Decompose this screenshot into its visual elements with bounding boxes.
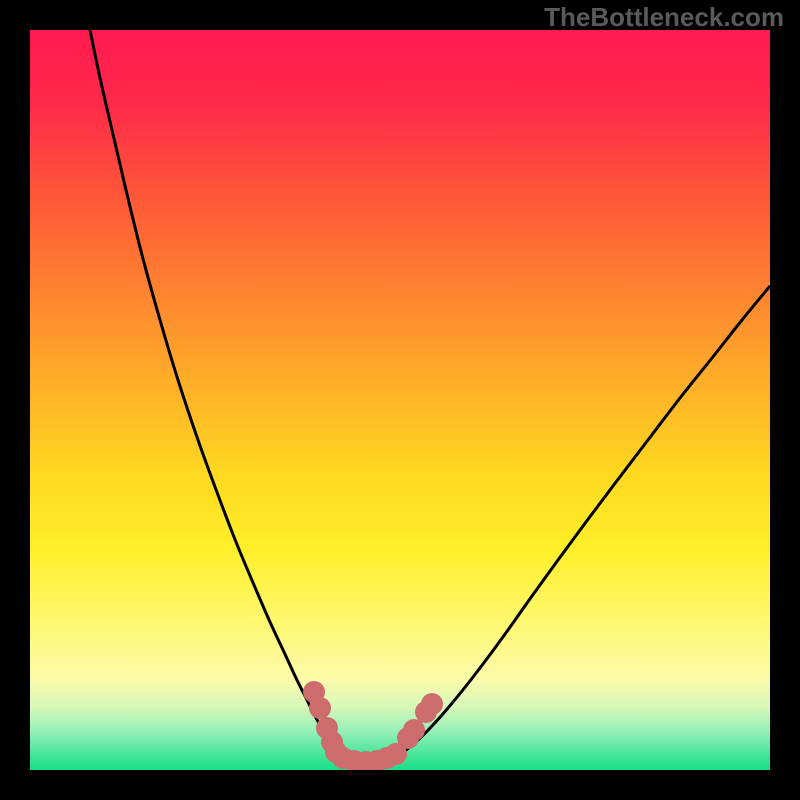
- curve-layer: [30, 30, 770, 770]
- watermark-text: TheBottleneck.com: [544, 2, 784, 33]
- data-marker: [403, 719, 425, 741]
- data-marker: [309, 697, 331, 719]
- data-marker: [421, 693, 443, 715]
- chart-frame: TheBottleneck.com: [0, 0, 800, 800]
- right-curve: [366, 286, 770, 763]
- plot-area: [30, 30, 770, 770]
- left-curve: [90, 30, 366, 763]
